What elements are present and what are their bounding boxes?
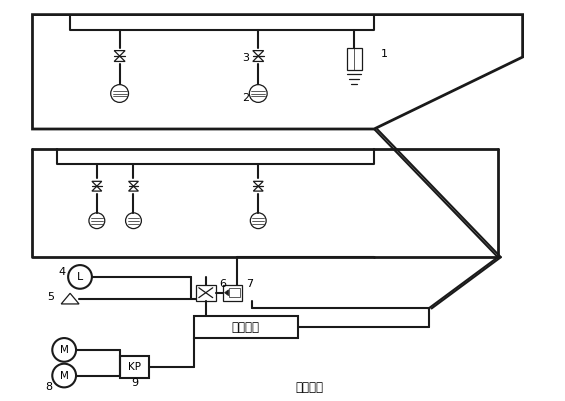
Bar	[194, 316, 298, 338]
Text: L: L	[77, 272, 83, 282]
Circle shape	[53, 338, 76, 362]
Circle shape	[249, 85, 267, 102]
Polygon shape	[253, 181, 263, 186]
Text: 4: 4	[59, 267, 66, 277]
Polygon shape	[114, 51, 125, 56]
Circle shape	[53, 364, 76, 387]
Polygon shape	[114, 56, 125, 61]
Bar	[120, 356, 149, 377]
Circle shape	[68, 265, 92, 289]
Polygon shape	[253, 51, 264, 56]
Circle shape	[250, 213, 266, 229]
Text: 6: 6	[220, 279, 227, 289]
Bar	[347, 48, 362, 70]
Polygon shape	[61, 293, 79, 304]
Bar	[229, 288, 240, 297]
Polygon shape	[253, 186, 263, 191]
Polygon shape	[224, 290, 228, 296]
Text: 2: 2	[242, 93, 250, 103]
Bar	[223, 285, 242, 301]
Text: M: M	[60, 345, 68, 355]
Text: KP: KP	[128, 362, 141, 372]
Text: 9: 9	[131, 379, 138, 389]
Polygon shape	[92, 181, 102, 186]
Polygon shape	[129, 186, 138, 191]
Circle shape	[111, 85, 128, 102]
Polygon shape	[129, 181, 138, 186]
Circle shape	[89, 213, 105, 229]
Circle shape	[125, 213, 141, 229]
Text: 3: 3	[242, 53, 249, 63]
Text: 1: 1	[381, 49, 388, 59]
Polygon shape	[253, 56, 264, 61]
Text: 8: 8	[45, 383, 52, 392]
Text: 7: 7	[246, 279, 254, 289]
Text: 消防电源: 消防电源	[295, 381, 324, 394]
Text: M: M	[60, 371, 68, 381]
Text: 电源装置: 电源装置	[232, 321, 260, 334]
Text: 5: 5	[47, 292, 54, 302]
Bar	[196, 285, 216, 301]
Polygon shape	[92, 186, 102, 191]
